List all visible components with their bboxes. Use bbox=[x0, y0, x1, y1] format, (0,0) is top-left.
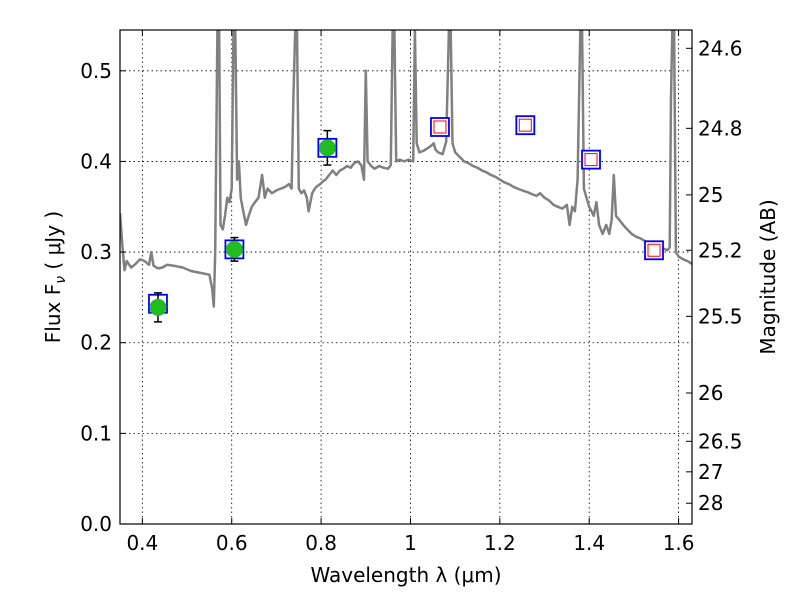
observed-flux-point bbox=[318, 139, 336, 157]
y2-tick-label: 24.8 bbox=[698, 116, 743, 140]
y2-tick-label: 25.2 bbox=[698, 238, 743, 262]
y2-axis-label: Magnitude (AB) bbox=[756, 199, 780, 354]
y-axis-label-main: Flux F bbox=[41, 284, 65, 343]
y2-tick-label: 24.6 bbox=[698, 36, 743, 60]
nondetection-marker bbox=[433, 120, 447, 134]
y2-tick-label: 26.5 bbox=[698, 429, 743, 453]
y2-tick-label: 25 bbox=[698, 183, 723, 207]
x-tick-label: 1.6 bbox=[663, 531, 695, 555]
y-tick-label: 0.1 bbox=[80, 421, 112, 445]
y2-tick-label: 27 bbox=[698, 460, 723, 484]
y-axis-label-subscript: ν bbox=[53, 276, 69, 284]
y2-tick-label: 25.5 bbox=[698, 304, 743, 328]
observed-flux-point bbox=[149, 298, 167, 316]
x-tick-label: 0.8 bbox=[305, 531, 337, 555]
x-tick-label: 0.6 bbox=[216, 531, 248, 555]
model-flux-marker bbox=[644, 240, 664, 261]
x-tick-label: 1 bbox=[404, 531, 417, 555]
y-tick-label: 0.5 bbox=[80, 59, 112, 83]
photometry-markers bbox=[148, 115, 664, 323]
observed-flux-point bbox=[225, 240, 243, 258]
nondetection-marker bbox=[518, 118, 532, 132]
y-tick-label: 0.0 bbox=[80, 512, 112, 536]
axis-ticks: 0.4 0.6 0.8 1 1.2 1.4 1.6 0.0 0.1 0.2 0.3 0.4 0.5 24.… bbox=[80, 30, 743, 555]
y-tick-label: 0.4 bbox=[80, 149, 112, 173]
x-tick-label: 1.4 bbox=[573, 531, 605, 555]
model-flux-marker bbox=[581, 149, 601, 170]
nondetection-marker bbox=[584, 153, 598, 167]
x-tick-label: 0.4 bbox=[126, 531, 158, 555]
model-flux-marker bbox=[430, 117, 450, 137]
y2-tick-label: 26 bbox=[698, 381, 723, 405]
y-tick-label: 0.3 bbox=[80, 240, 112, 264]
x-axis-label: Wavelength λ (μm) bbox=[310, 563, 501, 587]
model-flux-marker bbox=[515, 115, 536, 136]
y-axis-label: Flux Fν ( μJy ) bbox=[41, 211, 69, 343]
sed-model-curve-layer bbox=[120, 30, 692, 308]
x-tick-label: 1.2 bbox=[484, 531, 516, 555]
y2-tick-label: 28 bbox=[698, 491, 723, 515]
y-axis-label-unit: ( μJy ) bbox=[41, 211, 65, 276]
y-tick-label: 0.2 bbox=[80, 331, 112, 355]
sed-curve bbox=[120, 30, 692, 308]
plot-frame bbox=[119, 29, 693, 525]
nondetection-marker bbox=[647, 243, 661, 257]
